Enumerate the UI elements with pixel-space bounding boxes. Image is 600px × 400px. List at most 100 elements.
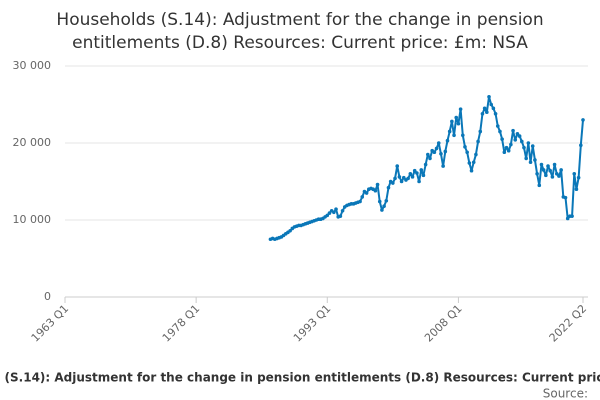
data-point (535, 172, 539, 176)
data-point (358, 199, 362, 204)
data-point (327, 211, 332, 215)
data-point (478, 129, 483, 134)
x-tick-label: 1993 Q1 (291, 302, 334, 345)
data-point (537, 183, 542, 188)
data-point (360, 195, 365, 199)
data-point (515, 131, 520, 136)
x-tick-label: 1978 Q1 (160, 302, 203, 345)
data-point (421, 173, 426, 178)
data-point (434, 146, 439, 151)
data-point (447, 129, 452, 134)
data-point (504, 145, 509, 150)
data-point (581, 118, 585, 122)
y-tick-label: 20 000 (13, 136, 52, 149)
data-point (423, 162, 428, 167)
data-point (520, 139, 524, 144)
data-point (498, 129, 502, 134)
data-point (334, 207, 338, 212)
data-point (373, 188, 378, 193)
data-point (480, 111, 485, 116)
data-point (452, 133, 456, 138)
data-point (340, 208, 345, 213)
data-point (539, 162, 544, 167)
data-point (467, 161, 472, 165)
data-point (456, 121, 461, 126)
data-point (395, 164, 400, 168)
data-point (432, 150, 437, 155)
data-point (410, 175, 415, 179)
data-point (495, 124, 500, 128)
source: Source: (543, 387, 588, 400)
data-point (391, 181, 395, 185)
data-point (419, 168, 424, 172)
data-point (530, 144, 535, 148)
data-point (338, 214, 343, 218)
data-point (487, 95, 491, 99)
data-point (502, 150, 507, 155)
data-point (491, 106, 496, 111)
data-point (546, 164, 550, 168)
data-point (563, 195, 568, 200)
data-point (570, 214, 574, 218)
data-point (554, 172, 559, 176)
data-point (325, 213, 330, 218)
data-point (463, 145, 467, 149)
data-point (445, 138, 450, 143)
data-point (412, 168, 417, 173)
data-point (493, 111, 498, 116)
data-point (485, 110, 489, 114)
data-point (386, 185, 391, 190)
data-point (465, 150, 469, 155)
data-point (550, 175, 555, 179)
data-point (415, 171, 419, 175)
data-point (544, 173, 548, 178)
y-tick-label: 10 000 (13, 213, 52, 226)
data-point (474, 152, 478, 157)
data-point (524, 156, 528, 161)
data-point (511, 128, 515, 133)
x-tick-label: 1963 Q1 (29, 302, 72, 345)
data-point (377, 199, 382, 204)
data-point (364, 191, 369, 195)
footer-title: Households (S.14): Adjustment for the ch… (0, 371, 600, 385)
data-point (559, 168, 563, 172)
data-point (443, 149, 448, 154)
chart-title: Households (S.14): Adjustment for the ch… (56, 10, 543, 30)
data-point (526, 141, 531, 145)
data-point (454, 115, 459, 120)
data-point (332, 210, 336, 215)
data-point (509, 142, 513, 147)
data-point (576, 175, 581, 180)
data-point (517, 134, 522, 138)
data-point (408, 172, 413, 176)
data-point (522, 145, 526, 150)
data-point (397, 175, 402, 179)
y-tick-label: 0 (44, 290, 51, 303)
data-point (579, 143, 583, 148)
data-point (439, 151, 443, 156)
data-point (482, 106, 487, 111)
data-point (506, 148, 511, 153)
data-point (428, 156, 432, 161)
data-point (288, 228, 292, 233)
data-point (565, 216, 570, 221)
data-point (476, 139, 480, 144)
data-line (270, 95, 584, 241)
y-tick-label: 30 000 (13, 59, 52, 72)
data-point (533, 158, 537, 162)
data-point (399, 179, 404, 184)
data-point (382, 204, 386, 208)
data-point (489, 102, 494, 107)
data-point (384, 198, 389, 203)
data-point (401, 175, 406, 180)
data-point (513, 138, 518, 142)
data-point (380, 208, 384, 212)
data-point (574, 187, 579, 191)
data-point (500, 137, 504, 141)
data-point (393, 176, 397, 181)
data-point (436, 141, 441, 145)
x-tick-label: 2022 Q2 (547, 302, 590, 345)
data-point (458, 107, 463, 111)
data-point (460, 133, 465, 138)
